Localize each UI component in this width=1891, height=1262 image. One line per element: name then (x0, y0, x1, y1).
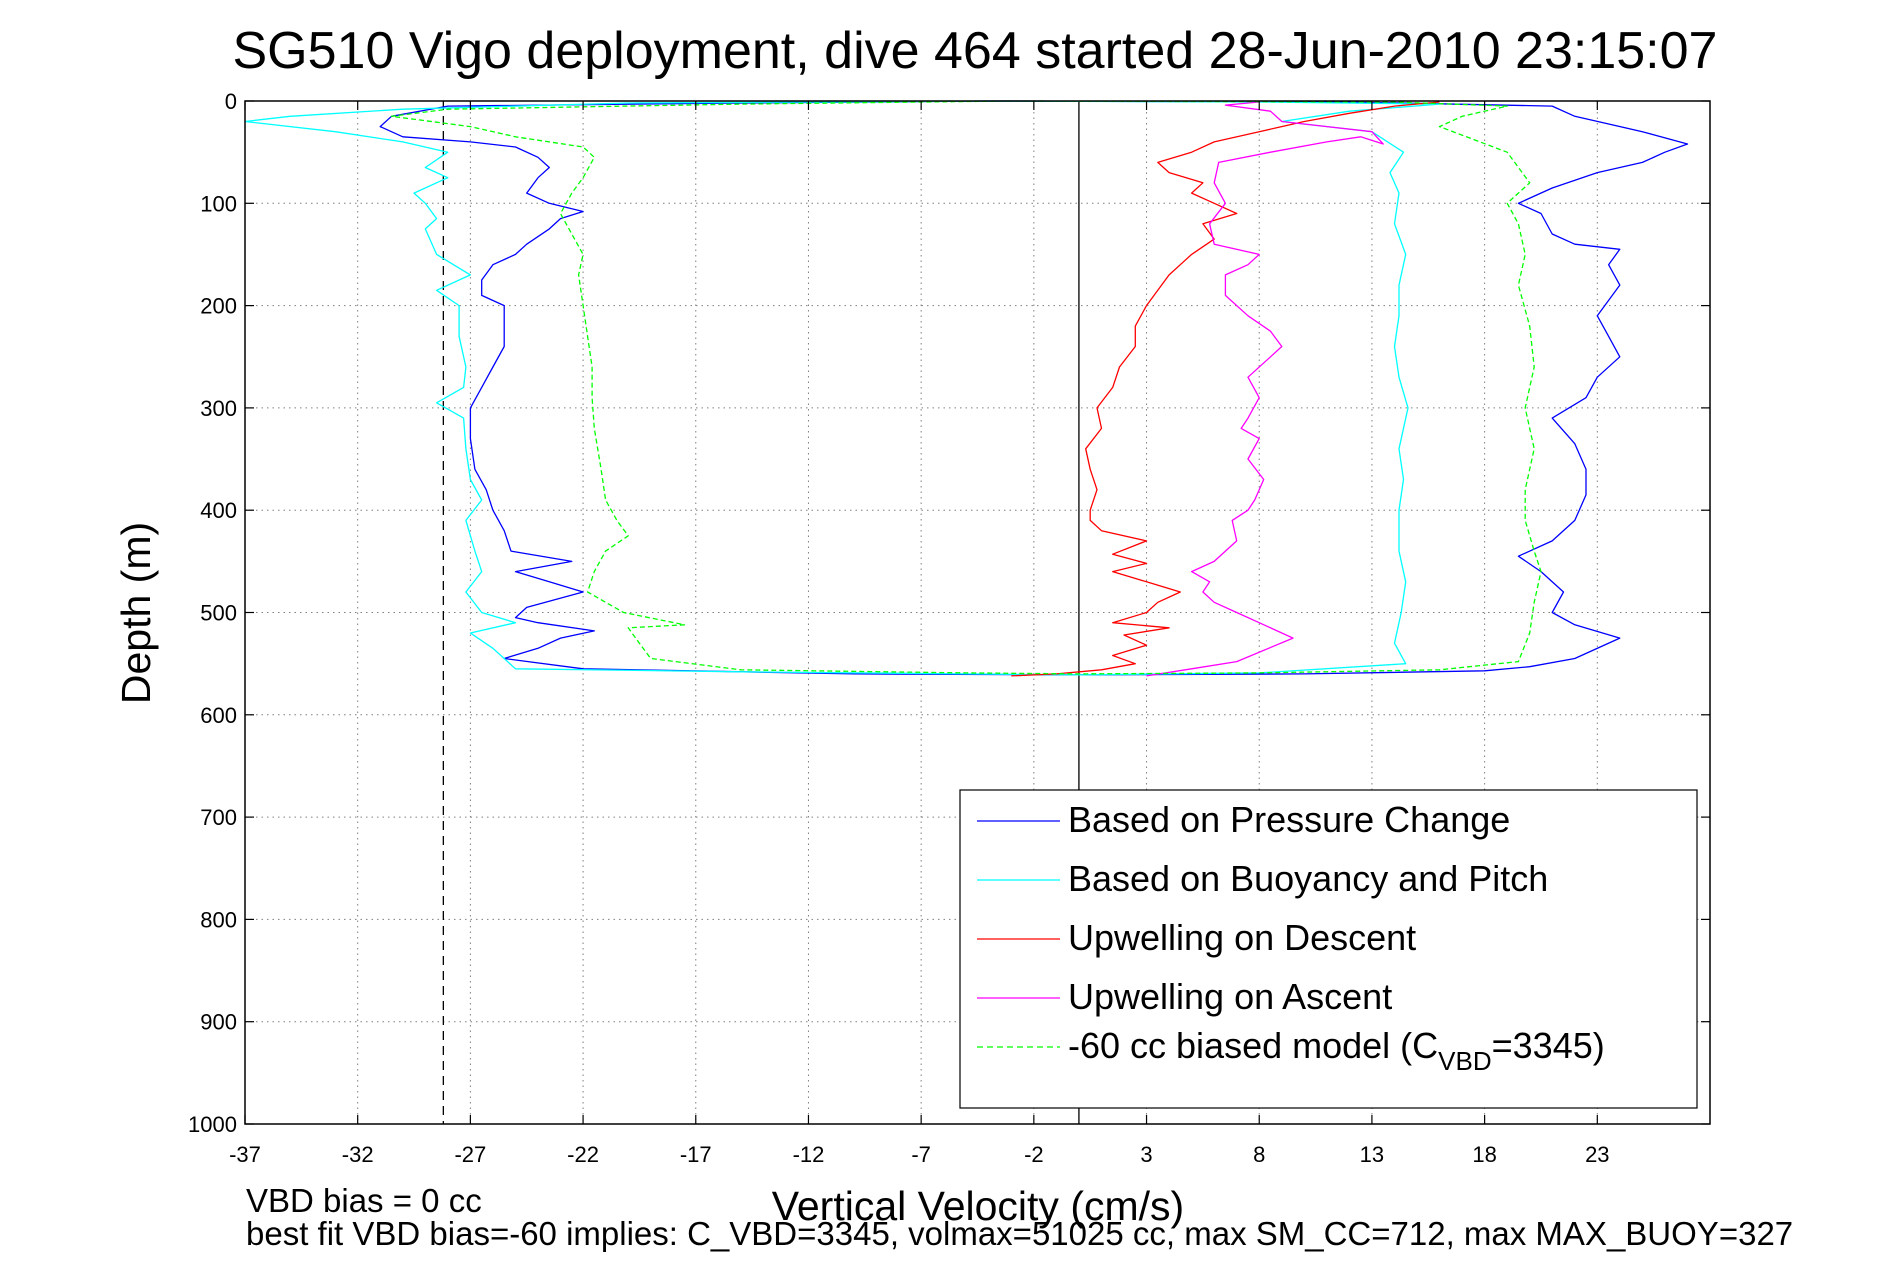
x-tick-label: -27 (454, 1142, 486, 1167)
y-tick-label: 100 (200, 191, 237, 216)
x-tick-label: -37 (229, 1142, 261, 1167)
x-axis-label: Vertical Velocity (cm/s) (772, 1183, 1184, 1229)
series-line-3 (1011, 101, 1440, 677)
legend-label-1: Based on Pressure Change (1068, 799, 1510, 840)
legend-box (959, 789, 1698, 1109)
y-tick-label: 700 (200, 805, 237, 830)
x-tick-label: 13 (1360, 1142, 1384, 1167)
x-tick-label: -2 (1024, 1142, 1044, 1167)
series-layer (244, 100, 1689, 677)
footnote-vbd-bias: VBD bias = 0 cc (246, 1182, 482, 1219)
y-tick-label: 900 (200, 1010, 237, 1035)
legend-tail: =3345) (1492, 1025, 1605, 1066)
y-tick-label: 0 (225, 89, 237, 114)
series-line-5 (390, 100, 1542, 675)
series-line-4 (1146, 101, 1384, 677)
y-tick-label: 500 (200, 601, 237, 626)
y-tick-label: 600 (200, 703, 237, 728)
series-line-1 (379, 100, 1689, 676)
y-tick-layer: 0 100 200 300 400 500 600 700 800 900 1000 (188, 89, 1710, 1137)
y-axis-label: Depth (m) (113, 522, 159, 704)
x-tick-label: -7 (911, 1142, 931, 1167)
x-tick-label: -32 (342, 1142, 374, 1167)
legend: Based on Pressure Change Based on Buoyanc… (959, 789, 1698, 1109)
x-tick-label: -22 (567, 1142, 599, 1167)
legend-label-4: Upwelling on Ascent (1068, 976, 1392, 1017)
x-tick-label: 3 (1140, 1142, 1152, 1167)
legend-subscript: VBD (1438, 1046, 1491, 1076)
x-tick-label: 18 (1472, 1142, 1496, 1167)
x-tick-label: 8 (1253, 1142, 1265, 1167)
y-tick-label: 800 (200, 907, 237, 932)
legend-label-3: Upwelling on Descent (1068, 917, 1416, 958)
y-tick-label: 1000 (188, 1112, 237, 1137)
chart-title: SG510 Vigo deployment, dive 464 started … (233, 22, 1718, 80)
y-tick-label: 200 (200, 294, 237, 319)
series-line-2 (244, 100, 1441, 676)
y-tick-label: 300 (200, 396, 237, 421)
x-tick-label: -12 (793, 1142, 825, 1167)
x-tick-layer: -37 -32 -27 -22 -17 -12 -7 -2 3 8 13 18 23 (229, 101, 1610, 1167)
x-tick-label: -17 (680, 1142, 712, 1167)
y-tick-label: 400 (200, 498, 237, 523)
footnote-best-fit: best fit VBD bias=-60 implies: C_VBD=334… (246, 1215, 1793, 1252)
legend-label-2: Based on Buoyancy and Pitch (1068, 858, 1548, 899)
x-tick-label: 23 (1585, 1142, 1609, 1167)
